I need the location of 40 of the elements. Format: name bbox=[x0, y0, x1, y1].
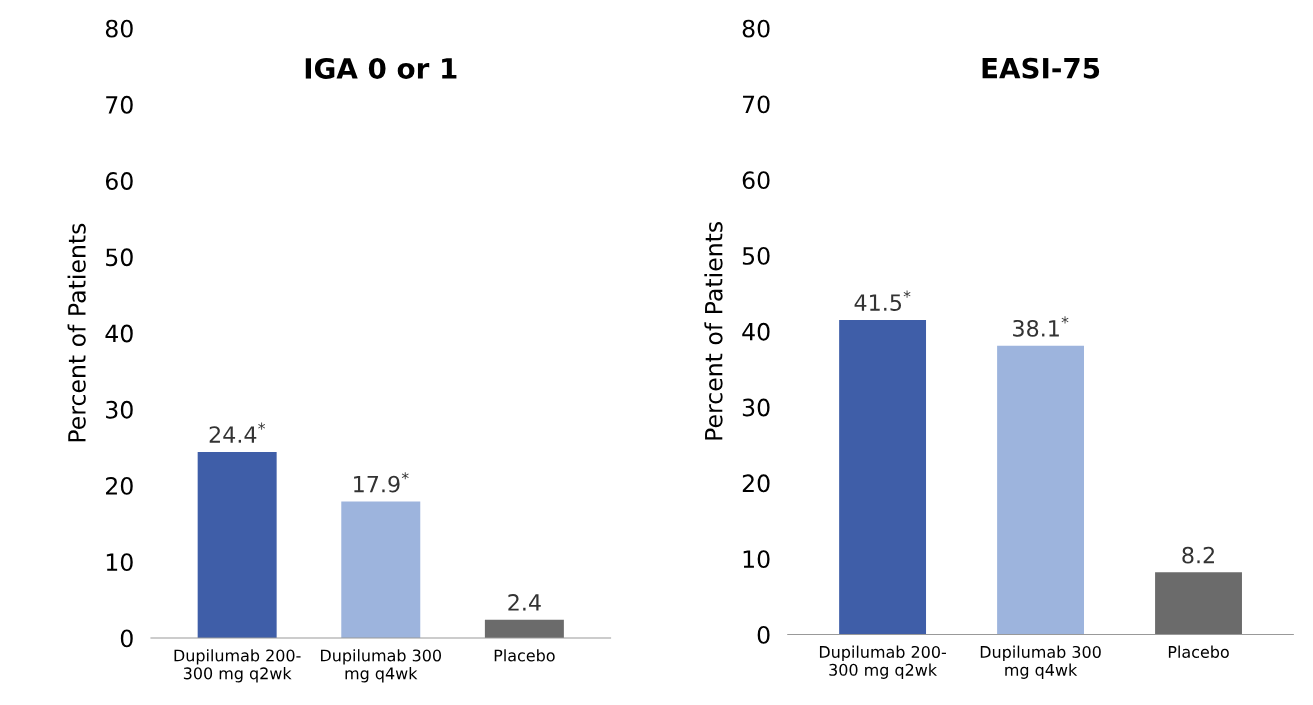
bar bbox=[484, 619, 564, 639]
y-tick-label: 30 bbox=[106, 400, 133, 419]
y-tick-label: 40 bbox=[742, 322, 770, 341]
x-tick-label: Placebo bbox=[494, 649, 555, 662]
x-tick-label: Dupilumab 300 mg q4wk bbox=[321, 649, 442, 683]
y-tick-label: 20 bbox=[742, 474, 770, 493]
y-tick-label: 40 bbox=[105, 324, 133, 343]
data-label: 17.9$^{*}$ bbox=[354, 472, 409, 493]
y-tick-label: 50 bbox=[742, 247, 770, 265]
bar bbox=[197, 452, 277, 639]
x-tick-label: Dupilumab 300 mg q4wk bbox=[980, 645, 1101, 679]
y-tick-label: 60 bbox=[105, 172, 133, 190]
x-tick-label: Dupilumab 200- 300 mg q2wk bbox=[174, 649, 301, 683]
bar bbox=[839, 319, 927, 635]
bar bbox=[997, 345, 1084, 635]
text: EASI-75 bbox=[982, 57, 1100, 79]
y-tick-label: 80 bbox=[742, 19, 770, 38]
y-tick-label: 70 bbox=[743, 95, 770, 114]
y-tick-label: 30 bbox=[742, 398, 770, 417]
data-label: 24.4$^{*}$ bbox=[209, 422, 266, 443]
bar bbox=[1155, 572, 1242, 635]
y-tick-label: 10 bbox=[743, 550, 770, 569]
data-label: 38.1$^{*}$ bbox=[1013, 316, 1069, 337]
y-tick-label: 20 bbox=[106, 477, 133, 495]
y-axis-title: Percent of Patients bbox=[67, 223, 86, 442]
y-tick-label: 0 bbox=[120, 629, 133, 648]
y-tick-label: 50 bbox=[106, 248, 133, 267]
y-tick-label: 10 bbox=[106, 553, 133, 572]
y-tick-label: 0 bbox=[757, 625, 770, 644]
data-label: 8.2 bbox=[1182, 546, 1214, 564]
x-tick-label: Placebo bbox=[1168, 645, 1229, 658]
y-tick-label: 80 bbox=[105, 19, 133, 38]
data-label: 41.5$^{*}$ bbox=[854, 290, 911, 311]
bar bbox=[341, 501, 421, 639]
y-tick-label: 70 bbox=[106, 95, 133, 114]
x-tick-label: Dupilumab 200- 300 mg q2wk bbox=[819, 645, 946, 679]
y-axis-title: Percent of Patients bbox=[704, 221, 723, 440]
text: IGA 0 or 1 bbox=[305, 57, 457, 79]
y-tick-label: 60 bbox=[742, 171, 770, 190]
data-label: 2.4 bbox=[508, 594, 541, 611]
